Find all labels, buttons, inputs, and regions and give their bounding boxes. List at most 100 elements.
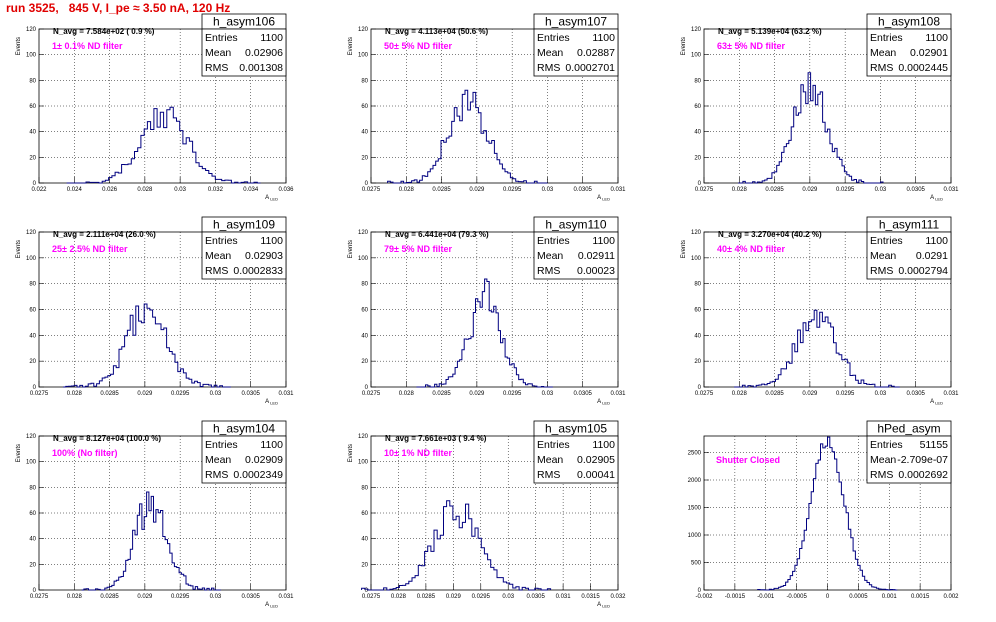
stats-box bbox=[533, 28, 619, 77]
x-tick-label: 0.029 bbox=[137, 594, 153, 600]
x-tick-label: 0.031 bbox=[278, 594, 294, 600]
stats-value-mean: 0.02911 bbox=[578, 250, 615, 262]
y-tick-label: 80 bbox=[29, 78, 36, 84]
histogram-line bbox=[734, 309, 900, 388]
n-avg-annotation: N_avg = 5.139e+04 (63.2 %) bbox=[718, 27, 822, 36]
filter-annotation: 50± 5% ND filter bbox=[384, 41, 452, 51]
x-tick-label: 0.0315 bbox=[581, 594, 600, 600]
x-tick-label: 0.032 bbox=[208, 187, 224, 193]
stats-value-entries: 51155 bbox=[920, 439, 949, 451]
stats-value-entries: 1100 bbox=[592, 32, 615, 44]
y-tick-label: 120 bbox=[358, 434, 369, 440]
x-tick-label: 0.028 bbox=[391, 594, 407, 600]
x-tick-label: 0.0015 bbox=[911, 594, 930, 600]
x-tick-label: 0.0295 bbox=[836, 187, 855, 193]
stats-label-rms: RMS bbox=[537, 469, 560, 481]
y-tick-label: 60 bbox=[694, 104, 701, 110]
x-tick-label: 0.022 bbox=[31, 187, 47, 193]
y-axis-label: Events bbox=[348, 444, 354, 462]
y-tick-label: 60 bbox=[361, 511, 368, 517]
y-tick-label: 120 bbox=[26, 27, 37, 33]
histogram-line bbox=[416, 278, 553, 388]
y-tick-label: 0 bbox=[33, 588, 37, 594]
x-tick-label: 0.0305 bbox=[242, 594, 261, 600]
y-tick-label: 80 bbox=[29, 282, 36, 288]
x-tick-label: 0.028 bbox=[399, 391, 415, 397]
y-axis-label: Events bbox=[348, 240, 354, 258]
stats-box bbox=[201, 231, 287, 280]
x-tick-label: 0.0285 bbox=[765, 187, 784, 193]
histogram-name: hPed_asym bbox=[877, 422, 940, 436]
x-tick-label: 0.031 bbox=[943, 391, 959, 397]
stats-label-entries: Entries bbox=[537, 235, 570, 247]
x-tick-label: 0.028 bbox=[732, 187, 748, 193]
y-axis-label: Events bbox=[16, 444, 22, 462]
stats-value-rms: 0.0002445 bbox=[898, 62, 948, 74]
x-tick-label: 0.028 bbox=[67, 594, 83, 600]
stats-value-mean: -2.709e-07 bbox=[897, 454, 948, 466]
x-tick-label: 0.031 bbox=[610, 187, 626, 193]
y-tick-label: 100 bbox=[358, 53, 369, 59]
y-tick-label: 60 bbox=[361, 104, 368, 110]
x-tick-label: 0.0295 bbox=[171, 594, 190, 600]
y-tick-label: 40 bbox=[361, 333, 368, 339]
stats-value-rms: 0.001308 bbox=[239, 62, 283, 74]
histogram-panel-h_asym104: 0.0275 0.028 0.0285 0.029 0.0295 0.03 0.0305 0.… bbox=[16, 420, 294, 609]
stats-value-rms: 0.0002794 bbox=[898, 265, 948, 277]
x-tick-label: 0.0275 bbox=[30, 391, 49, 397]
histogram-line bbox=[63, 303, 231, 388]
stats-value-rms: 0.0002701 bbox=[565, 62, 615, 74]
filter-annotation: 79± 5% ND filter bbox=[384, 244, 452, 254]
stats-label-rms: RMS bbox=[870, 62, 893, 74]
stats-value-mean: 0.02887 bbox=[577, 47, 615, 59]
stats-label-mean: Mean bbox=[537, 250, 563, 262]
x-tick-label: 0.029 bbox=[802, 187, 818, 193]
n-avg-annotation: N_avg = 7.661e+03 ( 9.4 %) bbox=[385, 434, 487, 443]
y-tick-label: 100 bbox=[358, 256, 369, 262]
x-axis-label: A LED bbox=[930, 399, 943, 406]
histogram-panel-h_asym111: 0.0275 0.028 0.0285 0.029 0.0295 0.03 0.0305 0.… bbox=[681, 216, 959, 406]
x-tick-label: 0.0305 bbox=[907, 187, 926, 193]
n-avg-annotation: N_avg = 7.584e+02 ( 0.9 %) bbox=[53, 27, 155, 36]
x-axis-label: A LED bbox=[265, 195, 278, 202]
histogram-panel-hPed_asym: -0.002 -0.0015 -0.001 -0.0005 0 0.0005 0.001 0.… bbox=[688, 420, 959, 600]
x-tick-label: 0.002 bbox=[943, 594, 959, 600]
y-tick-label: 20 bbox=[694, 359, 701, 365]
x-tick-label: 0.032 bbox=[610, 594, 626, 600]
stats-label-entries: Entries bbox=[205, 32, 238, 44]
x-tick-label: 0.031 bbox=[943, 187, 959, 193]
y-tick-label: 120 bbox=[26, 434, 37, 440]
x-tick-label: 0.0285 bbox=[417, 594, 436, 600]
x-tick-label: 0.0295 bbox=[503, 187, 522, 193]
y-tick-label: 500 bbox=[691, 561, 702, 567]
stats-box bbox=[201, 28, 287, 77]
x-tick-label: 0.0275 bbox=[695, 391, 714, 397]
filter-annotation: 10± 1% ND filter bbox=[384, 448, 452, 458]
x-tick-label: 0.03 bbox=[174, 187, 186, 193]
y-tick-label: 80 bbox=[361, 78, 368, 84]
x-tick-label: 0.031 bbox=[556, 594, 572, 600]
y-tick-label: 20 bbox=[29, 359, 36, 365]
stats-label-rms: RMS bbox=[870, 469, 893, 481]
y-tick-label: 100 bbox=[26, 460, 37, 466]
histogram-panel-h_asym106: 0.022 0.024 0.026 0.028 0.03 0.032 0.034 0.036 0… bbox=[16, 13, 294, 202]
histogram-line bbox=[81, 491, 221, 591]
y-tick-label: 0 bbox=[698, 385, 702, 391]
x-axis-label: A LED bbox=[930, 195, 943, 202]
histogram-panel-h_asym108: 0.0275 0.028 0.0285 0.029 0.0295 0.03 0.0305 0.… bbox=[681, 13, 959, 202]
filter-annotation: 25± 2.5% ND filter bbox=[52, 244, 128, 254]
x-axis-label: A LED bbox=[597, 399, 610, 406]
page-title: run 3525, 845 V, I_pe ≈ 3.50 nA, 120 Hz bbox=[6, 1, 231, 15]
stats-label-entries: Entries bbox=[870, 439, 903, 451]
x-tick-label: 0.0295 bbox=[171, 391, 190, 397]
x-tick-label: 0.0285 bbox=[100, 391, 119, 397]
x-tick-label: 0.0285 bbox=[765, 391, 784, 397]
stats-label-entries: Entries bbox=[870, 32, 903, 44]
stats-box bbox=[866, 28, 952, 77]
histogram-panel-h_asym107: 0.0275 0.028 0.0285 0.029 0.0295 0.03 0.0305 0.… bbox=[348, 13, 626, 202]
y-tick-label: 20 bbox=[29, 562, 36, 568]
x-tick-label: 0.029 bbox=[469, 391, 485, 397]
histogram-name: h_asym108 bbox=[878, 15, 940, 29]
y-tick-label: 40 bbox=[694, 130, 701, 136]
